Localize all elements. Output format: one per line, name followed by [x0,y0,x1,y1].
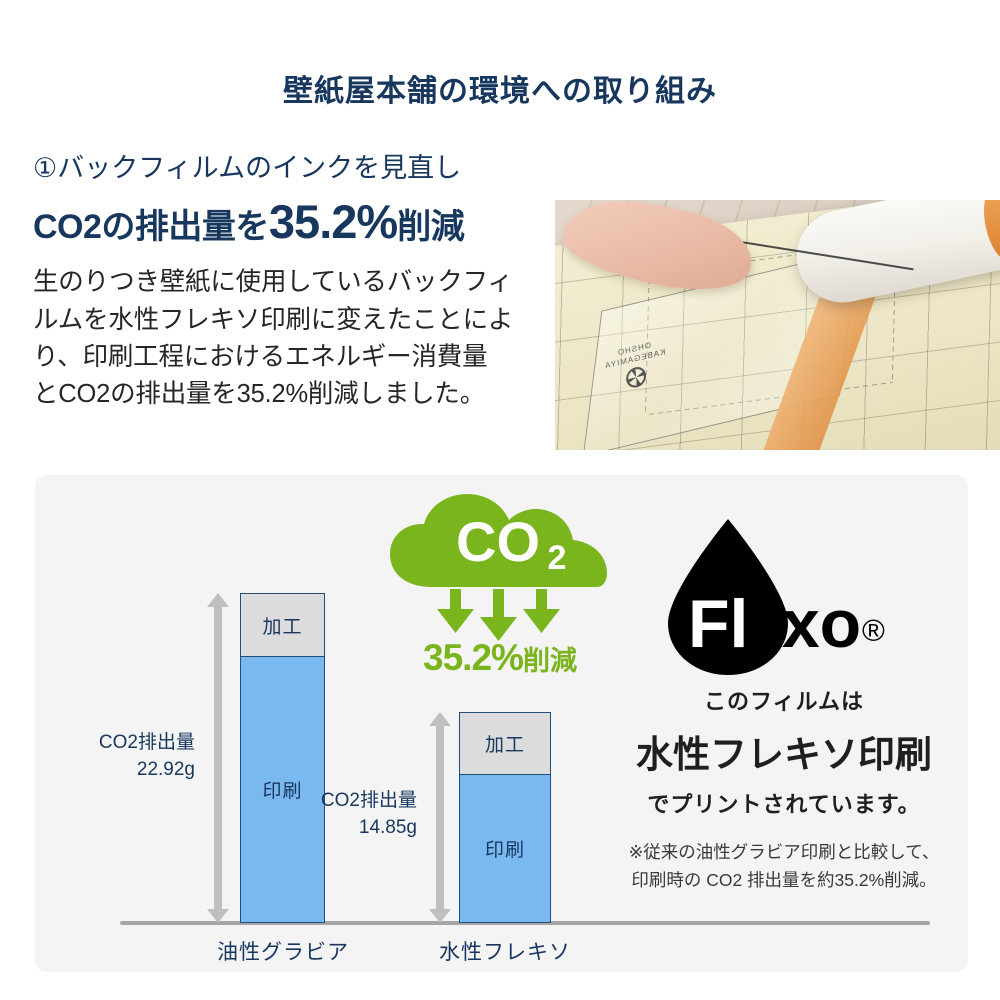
flexo-footnote-line: 印刷時の CO2 排出量を約35.2%削減。 [631,870,937,890]
bar-gravure: 加工 印刷 [240,593,325,923]
co2-reduction-value: 35.2% [423,637,524,678]
comparison-panel: CO2排出量 22.92g 加工 印刷 油性グラビア CO2排出量 14. [35,475,968,972]
measure-arrow-gravure [207,593,229,923]
bar-segment-label: 印刷 [484,840,525,861]
svg-text:Fl: Fl [688,586,748,662]
page-title: 壁紙屋本舗の環境への取り組み [283,75,717,108]
bar-segment-label: 加工 [262,616,303,638]
svg-text:CO: CO [456,510,540,573]
flexo-caption-line2: 水性フレキソ印刷 [636,734,932,775]
intro-body: 生のりつき壁紙に使用しているバックフィ ルムを水性フレキソ印刷に変えたことによ … [33,264,543,413]
bar-flexo: 加工 印刷 [459,712,551,923]
flexo-droplet-icon: Fl exo [668,519,861,675]
intro-body-line: り、印刷工程におけるエネルギー消費量 [33,342,488,371]
arrow-head-down-icon [429,909,451,923]
intro-body-line: ルムを水性フレキソ印刷に変えたことによ [33,305,514,334]
flexo-info-block: Fl exo ® このフィルムは 水性フレキソ印刷 でプリントされています。 ※… [600,515,968,894]
co2-reduction-suffix: 削減 [522,646,577,676]
intro-heading-value: 35.2% [268,194,398,248]
bar-segment-processing: 加工 [460,713,550,775]
arrow-head-down-icon [207,909,229,923]
flexo-footnote: ※従来の油性グラビア印刷と比較して、 印刷時の CO2 排出量を約35.2%削減… [600,838,968,894]
category-label-flexo: 水性フレキソ [439,941,571,964]
svg-text:2: 2 [548,539,567,577]
co2-bar-chart: CO2排出量 22.92g 加工 印刷 油性グラビア CO2排出量 14. [35,475,930,972]
intro-body-line: とCO2の排出量を35.2%削減しました。 [33,379,486,408]
arrow-shaft [436,724,444,911]
category-label-gravure: 油性グラビア [217,941,349,964]
arrow-shaft [214,605,222,911]
measure-arrow-flexo [429,712,451,923]
roll-orange-band [977,200,1000,266]
measure-label-title: CO2排出量 [320,790,417,811]
flexo-caption-line3: でプリントされています。 [647,792,921,817]
co2-reduction-badge: CO 2 35.2%削減 [385,491,615,691]
intro-body-line: 生のりつき壁紙に使用しているバックフィ [33,268,513,297]
bar-segment-label: 加工 [484,735,525,756]
arrow-head-up-icon [207,593,229,607]
measure-label-value: 22.92g [136,758,195,780]
intro-heading: CO2の排出量を35.2%削減 [33,194,543,250]
chart-baseline-axis [120,921,930,925]
bar-segment-label: 印刷 [262,781,303,802]
measure-label-gravure: CO2排出量 22.92g [65,730,195,784]
measure-label-value: 14.85g [358,816,417,838]
wallpaper-film-photo: OHSHO KABEGAMIYA [555,200,1000,450]
flexo-logo: Fl exo ® [600,515,968,690]
intro-heading-suffix: 削減 [397,207,465,246]
bar-segment-processing: 加工 [241,594,324,657]
measure-label-flexo: CO2排出量 14.85g [287,788,417,842]
bar-segment-printing: 印刷 [241,657,324,922]
measure-label-title: CO2排出量 [98,732,195,753]
intro-heading-prefix: CO2の排出量を [33,207,269,246]
flexo-footnote-line: ※従来の油性グラビア印刷と比較して、 [628,842,940,862]
intro-block: ①バックフィルムのインクを見直し CO2の排出量を35.2%削減 生のりつき壁紙… [33,152,543,413]
flexo-caption-line1: このフィルムは [703,689,865,714]
bar-segment-printing: 印刷 [460,775,550,922]
svg-text:exo: exo [744,586,861,662]
co2-cloud-icon: CO 2 [390,494,607,641]
intro-subheading: ①バックフィルムのインクを見直し [33,153,462,183]
registered-trademark-icon: ® [862,613,885,648]
arrow-head-up-icon [429,712,451,726]
co2-reduction-text: 35.2%削減 [385,637,615,679]
